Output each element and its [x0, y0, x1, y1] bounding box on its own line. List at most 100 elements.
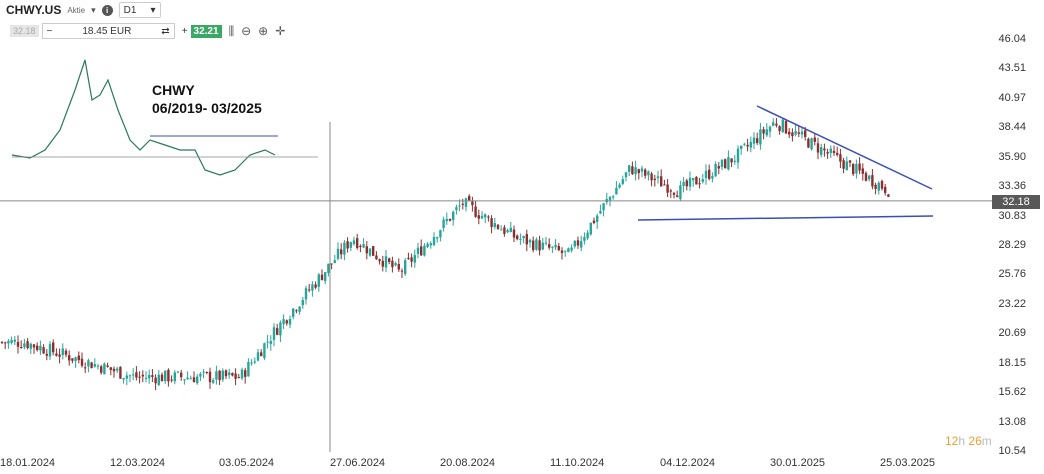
candle-body — [788, 131, 791, 135]
chevron-down-icon[interactable]: ▾ — [91, 4, 96, 15]
candle-body — [381, 260, 384, 267]
symbol-label[interactable]: CHWY.US — [6, 3, 62, 17]
candle-body — [647, 171, 650, 176]
candle-body — [429, 243, 432, 246]
candle-body — [714, 163, 717, 177]
candle-body — [189, 378, 192, 380]
candle-body — [221, 370, 224, 380]
candle-body — [762, 129, 765, 134]
candle-body — [541, 242, 544, 250]
candle-body — [228, 372, 231, 376]
candle-body — [407, 257, 410, 259]
candle-body — [109, 367, 112, 370]
candle-body — [151, 375, 154, 377]
candle-body — [7, 340, 10, 344]
buy-button[interactable]: 32.21 — [190, 24, 222, 38]
candle-body — [752, 137, 756, 144]
candle-body — [567, 248, 570, 253]
candle-body — [564, 250, 567, 252]
candle-body — [855, 163, 858, 174]
candle-body — [791, 132, 794, 137]
candle-body — [608, 196, 612, 201]
info-icon[interactable]: i — [101, 4, 113, 16]
candle-body — [71, 358, 74, 361]
candle-body — [196, 376, 199, 384]
candle-body — [621, 179, 624, 184]
candle-body — [80, 358, 84, 366]
y-tick-label: 33.36 — [998, 180, 1026, 193]
candle-body — [704, 170, 708, 179]
quantity-stepper[interactable]: − 18.45 EUR ⇄ — [41, 23, 175, 39]
candle-body — [292, 308, 295, 317]
candle-body — [458, 205, 461, 207]
candle-body — [135, 372, 138, 378]
minus-button[interactable]: − — [46, 25, 53, 37]
candle-body — [500, 229, 503, 231]
candle-body — [84, 367, 87, 369]
candle-body — [317, 274, 320, 287]
candle-body — [512, 229, 516, 238]
candle-body — [212, 380, 215, 383]
candle-body — [116, 368, 119, 371]
candle-body — [516, 235, 519, 240]
candle-body — [122, 378, 125, 380]
candle-body — [349, 242, 352, 248]
candle-body — [301, 300, 304, 306]
candlestick-type-icon[interactable]: ⫼ — [228, 23, 235, 38]
y-tick-label: 13.08 — [998, 415, 1026, 428]
candle-body — [765, 129, 768, 136]
y-tick-label: 35.90 — [998, 150, 1026, 163]
plus-button[interactable]: + — [181, 25, 188, 37]
y-tick-label: 40.97 — [998, 91, 1026, 104]
candle-body — [477, 215, 480, 219]
candle-body — [583, 237, 586, 241]
top-toolbar: CHWY.US Aktie ▾ i D1 ▾ — [0, 0, 161, 20]
candle-body — [231, 373, 234, 376]
candle-body — [759, 129, 762, 145]
candle-body — [48, 344, 52, 357]
zoom-out-icon[interactable]: ⊖ — [241, 24, 252, 38]
candle-body — [74, 357, 77, 362]
x-tick-label: 12.03.2024 — [110, 457, 166, 469]
candle-body — [692, 178, 695, 181]
candle-body — [128, 375, 132, 377]
candle-body — [586, 232, 589, 239]
candle-body — [330, 263, 333, 265]
candle-body — [234, 373, 237, 379]
candle-body — [52, 342, 55, 353]
x-tick-label: 30.01.2025 — [770, 457, 826, 469]
candle-body — [858, 163, 861, 171]
candle-body — [276, 328, 279, 335]
candle-body — [298, 306, 301, 312]
current-price-tag: 32.18 — [992, 195, 1040, 209]
swap-icon[interactable]: ⇄ — [161, 25, 170, 37]
candle-body — [167, 369, 170, 382]
candle-body — [663, 184, 666, 186]
candle-body — [436, 237, 439, 239]
candle-body — [864, 173, 868, 181]
candle-body — [861, 168, 864, 174]
candle-body — [698, 183, 701, 185]
timeframe-select[interactable]: D1 ▾ — [118, 2, 161, 18]
zoom-in-icon[interactable]: ⊕ — [258, 24, 269, 38]
candle-body — [653, 178, 656, 181]
candle-body — [176, 371, 180, 373]
candle-body — [717, 166, 720, 169]
candle-body — [484, 214, 487, 218]
sell-button[interactable]: 32.18 — [10, 25, 39, 37]
trade-panel: 32.18 − 18.45 EUR ⇄ + 32.21 ⫼ ⊖ ⊕ ✛ — [10, 23, 285, 39]
candle-body — [461, 203, 464, 205]
candle-body — [823, 148, 826, 151]
candle-body — [695, 176, 698, 185]
candle-body — [532, 240, 535, 251]
candle-body — [13, 339, 16, 342]
candle-body — [343, 242, 346, 255]
candle-body — [205, 372, 208, 374]
crosshair-icon[interactable]: ✛ — [275, 24, 286, 38]
quantity-value[interactable]: 18.45 EUR — [82, 25, 132, 37]
candle-body — [157, 374, 160, 385]
candle-body — [224, 370, 228, 377]
candle-body — [141, 374, 144, 377]
y-tick-label: 28.29 — [998, 239, 1026, 251]
